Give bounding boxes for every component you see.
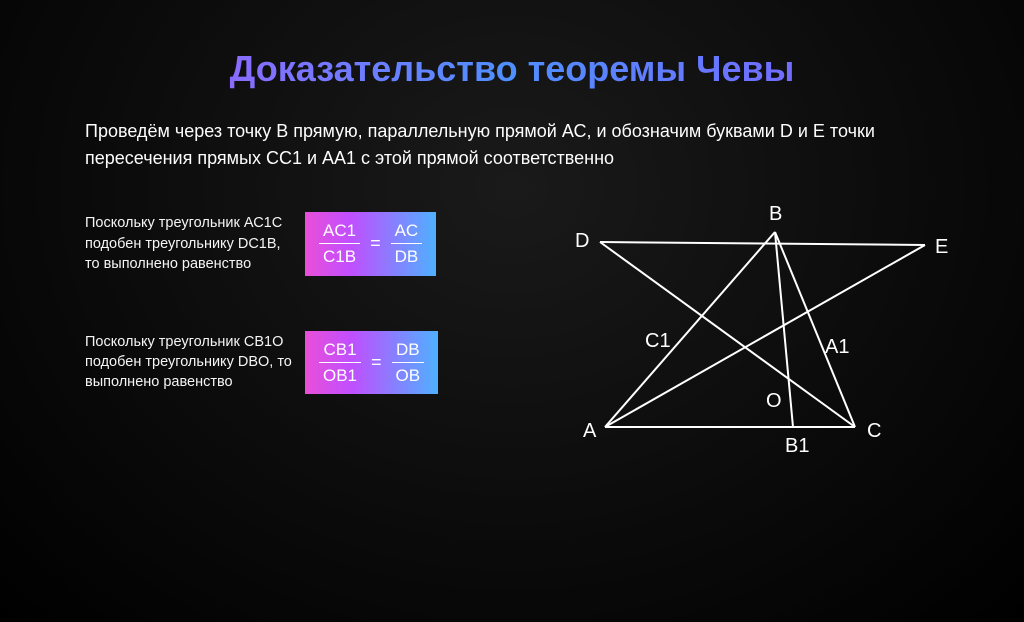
block1-text: Поскольку треугольник АС1С подобен треуг… xyxy=(85,213,305,274)
label-B: B xyxy=(769,203,782,225)
label-E: E xyxy=(935,236,948,258)
formula-box-2: CB1 OB1 = DB OB xyxy=(305,331,438,395)
den: OB1 xyxy=(319,362,361,386)
label-C1: C1 xyxy=(645,330,671,352)
label-D: D xyxy=(575,230,589,252)
num: DB xyxy=(392,339,424,362)
den: OB xyxy=(392,362,425,386)
den: DB xyxy=(391,243,423,267)
label-B1: B1 xyxy=(785,435,809,457)
edge-A-B xyxy=(605,232,775,427)
proof-block-2: Поскольку треугольник СВ1О подобен треуг… xyxy=(85,331,525,395)
block2-text: Поскольку треугольник СВ1О подобен треуг… xyxy=(85,332,305,393)
page-title: Доказательство теоремы Чевы xyxy=(0,48,1024,90)
fraction-ac-db: AC DB xyxy=(391,220,423,268)
label-A: A xyxy=(583,420,597,442)
intro-paragraph: Проведём через точку В прямую, параллель… xyxy=(85,118,939,172)
fraction-cb1-ob1: CB1 OB1 xyxy=(319,339,361,387)
den: C1B xyxy=(319,243,360,267)
left-column: Поскольку треугольник АС1С подобен треуг… xyxy=(85,212,525,449)
num: AC xyxy=(391,220,423,243)
content-row: Поскольку треугольник АС1С подобен треуг… xyxy=(0,212,1024,449)
num: AC1 xyxy=(319,220,360,243)
fraction-db-ob: DB OB xyxy=(392,339,425,387)
formula-box-1: AC1 C1B = AC DB xyxy=(305,212,436,276)
equals-sign: = xyxy=(370,233,381,254)
label-A1: A1 xyxy=(825,336,849,358)
label-O: O xyxy=(766,390,782,412)
num: CB1 xyxy=(319,339,360,362)
fraction-ac1-c1b: AC1 C1B xyxy=(319,220,360,268)
ceva-diagram: D B E A C C1 A1 O B1 xyxy=(545,197,965,487)
proof-block-1: Поскольку треугольник АС1С подобен треуг… xyxy=(85,212,525,276)
label-C: C xyxy=(867,420,881,442)
diagram-column: DBEACC1A1OB1 xyxy=(525,212,939,449)
edge-D-E xyxy=(600,242,925,245)
equals-sign: = xyxy=(371,352,382,373)
